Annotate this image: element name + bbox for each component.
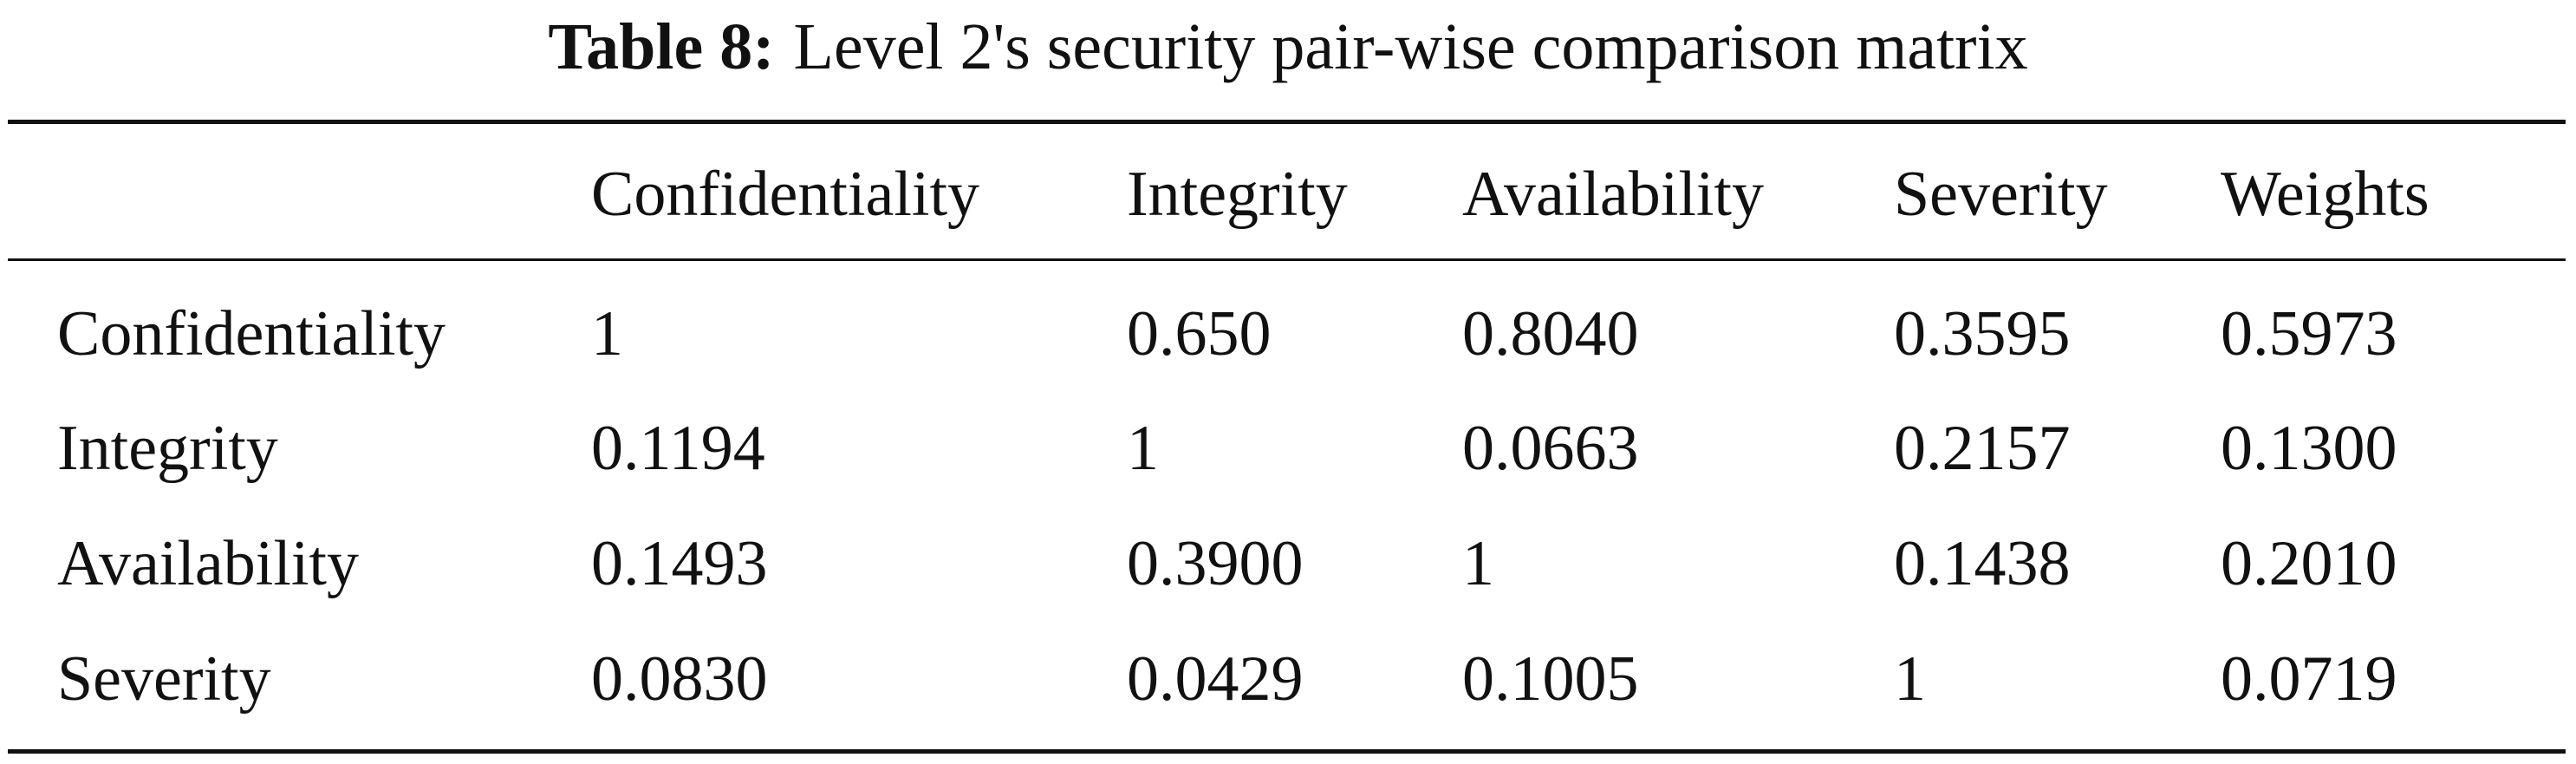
- row-label: Integrity: [57, 413, 278, 484]
- row-label: Availability: [57, 528, 359, 599]
- value-cell: 0.2157: [1894, 413, 2071, 484]
- value-cell: 1: [1894, 643, 1926, 715]
- bottom-rule: [8, 749, 2566, 754]
- header-cell: Confidentiality: [591, 159, 980, 230]
- top-rule: [8, 120, 2566, 124]
- value-cell: 0.650: [1127, 298, 1272, 369]
- row-label: Severity: [57, 643, 271, 715]
- header-cell: Availability: [1462, 159, 1764, 230]
- header-cell: Severity: [1894, 159, 2108, 230]
- value-cell: 0.1005: [1462, 643, 1639, 715]
- value-cell: 0.3900: [1127, 528, 1304, 599]
- value-cell: 0.8040: [1462, 298, 1639, 369]
- caption-label: Table 8:: [548, 10, 775, 83]
- header-cell: Weights: [2221, 159, 2430, 230]
- value-cell: 1: [1462, 528, 1494, 599]
- value-cell: 0.0663: [1462, 413, 1639, 484]
- row-label: Confidentiality: [57, 298, 446, 369]
- value-cell: 1: [1127, 413, 1159, 484]
- value-cell: 0.1438: [1894, 528, 2071, 599]
- value-cell: 1: [591, 298, 623, 369]
- value-cell: 0.5973: [2221, 298, 2397, 369]
- caption: Table 8: Level 2's security pair-wise com…: [0, 10, 2576, 83]
- value-cell: 0.1194: [591, 413, 765, 484]
- value-cell: 0.1300: [2221, 413, 2397, 484]
- value-cell: 0.0830: [591, 643, 768, 715]
- value-cell: 0.1493: [591, 528, 768, 599]
- mid-rule: [8, 258, 2566, 261]
- value-cell: 0.3595: [1894, 298, 2071, 369]
- value-cell: 0.2010: [2221, 528, 2397, 599]
- caption-text: Level 2's security pair-wise comparison …: [793, 10, 2028, 83]
- value-cell: 0.0429: [1127, 643, 1304, 715]
- value-cell: 0.0719: [2221, 643, 2397, 715]
- header-cell: Integrity: [1127, 159, 1348, 230]
